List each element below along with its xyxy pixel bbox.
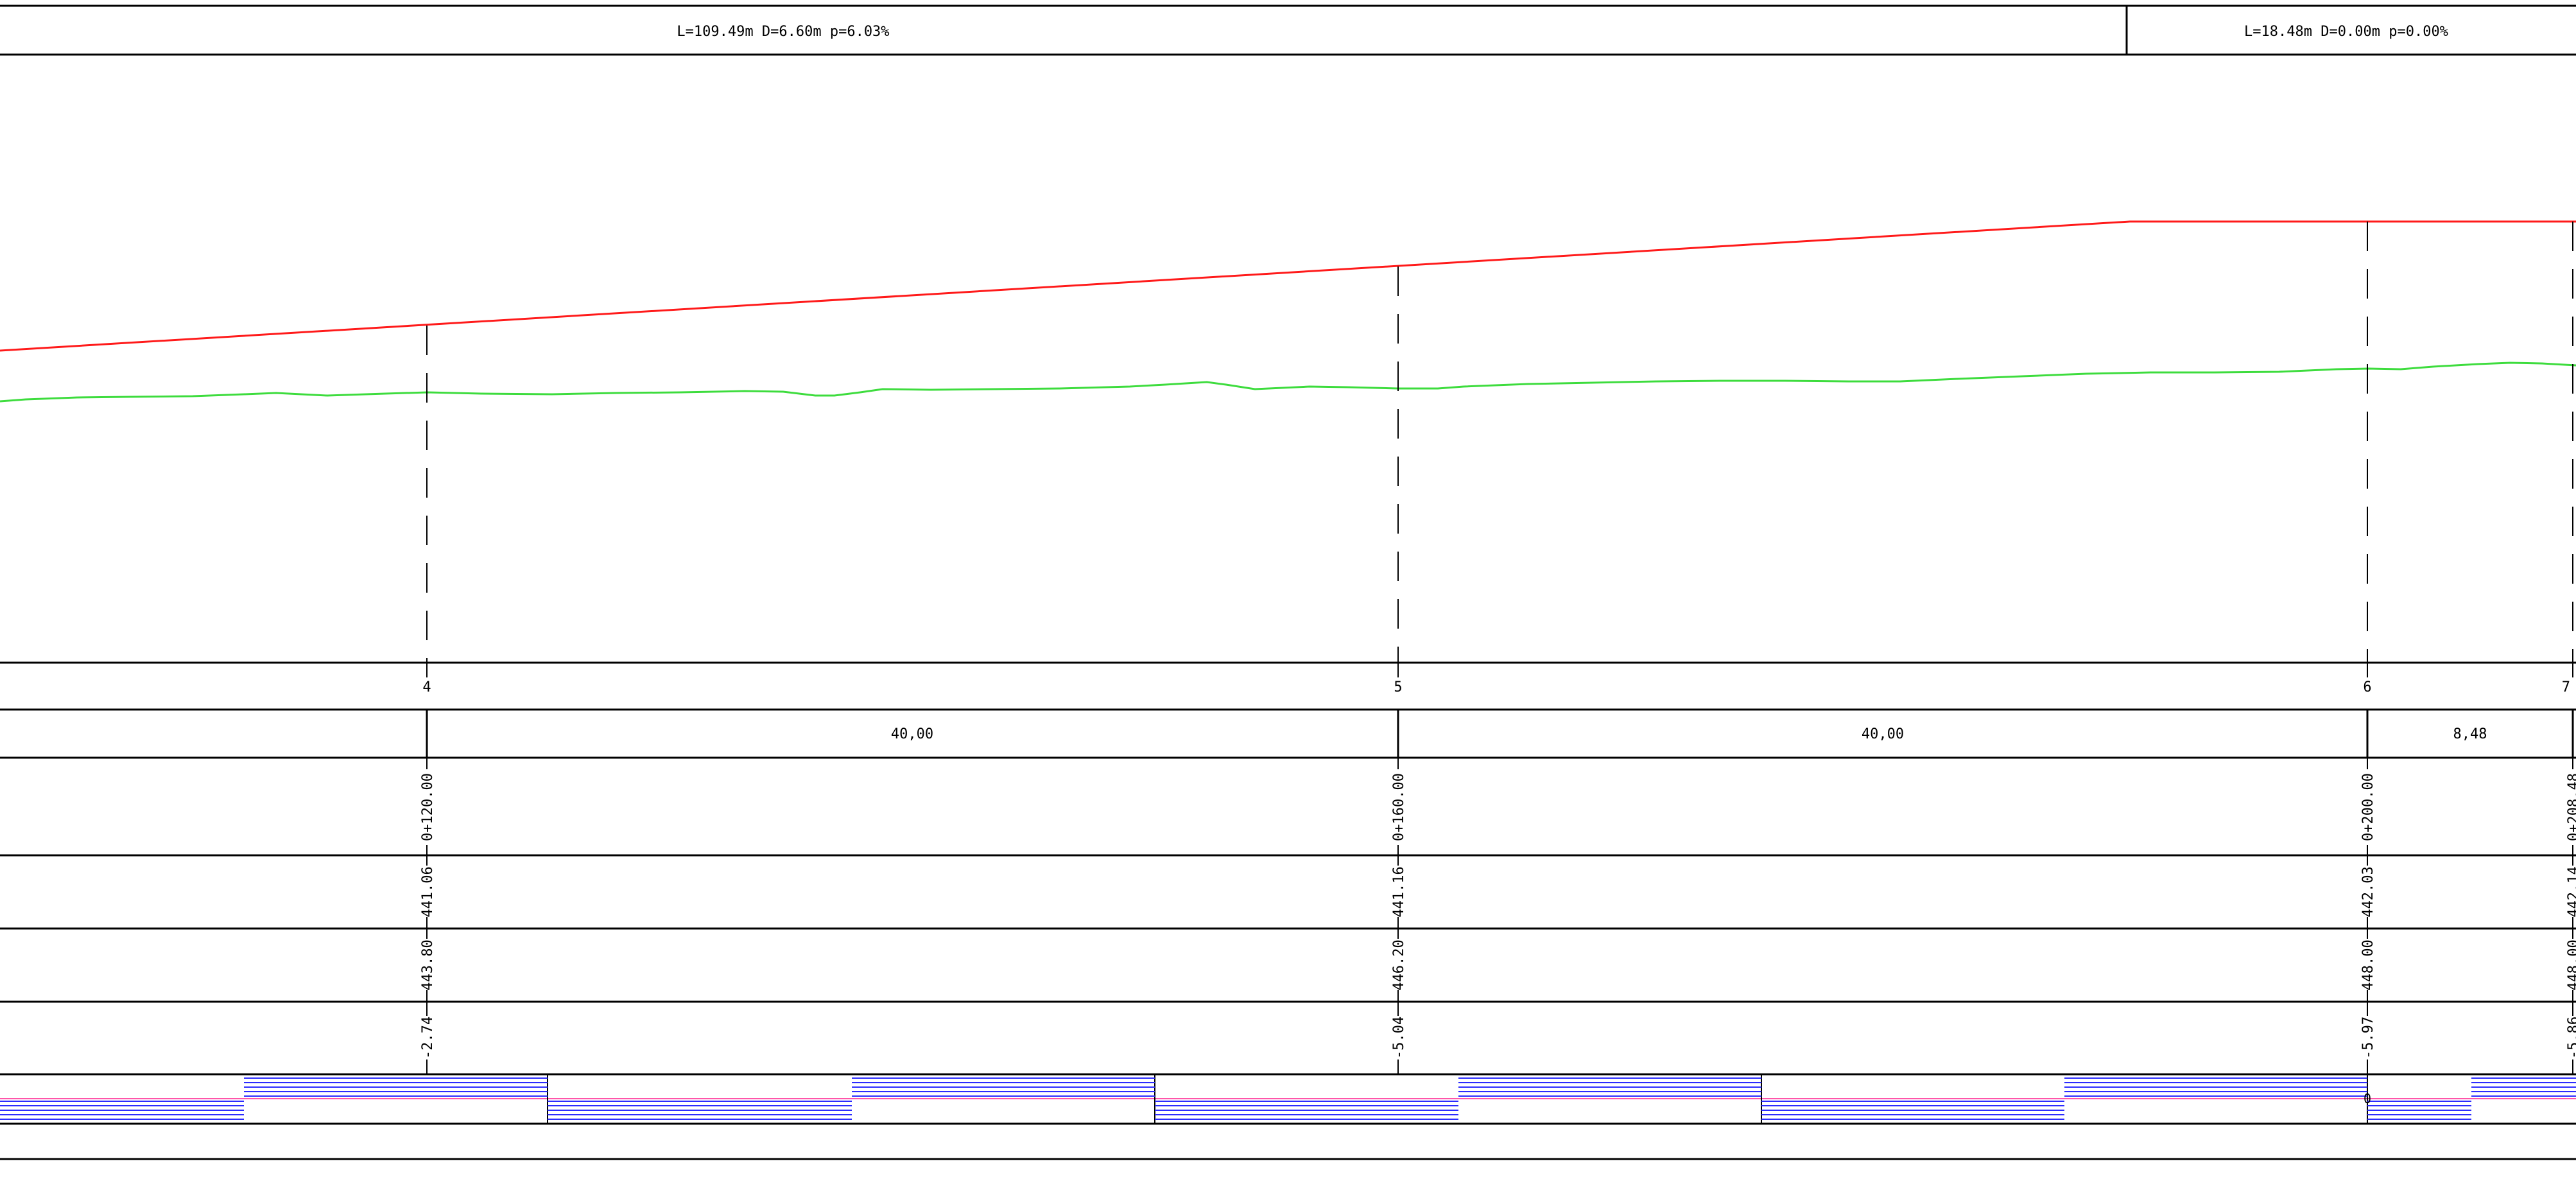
design-elevation: 448.00 [2566, 939, 2576, 990]
grade-segment-label-1: L=109.49m D=6.60m p=6.03% [677, 24, 889, 40]
terrain-elevation: 442.03 [2360, 866, 2376, 917]
cut-fill-depth: -5.97 [2360, 1016, 2376, 1059]
station-chainage: 0+200.00 [2360, 773, 2376, 841]
station-number: 5 [1394, 679, 1402, 695]
cut-fill-depth: -5.86 [2566, 1016, 2576, 1059]
design-elevation: 446.20 [1391, 939, 1407, 990]
curvature-hatch-blocks [0, 1077, 2576, 1120]
station-value-ticks [426, 758, 2573, 1074]
station-number: 6 [2363, 679, 2371, 695]
terrain-elevation: 441.16 [1391, 866, 1407, 917]
station-number: 4 [422, 679, 431, 695]
distance-value: 40,00 [1862, 726, 1904, 742]
terrain-line [0, 362, 2576, 403]
station-chainage: 0+208.48 [2566, 773, 2576, 841]
cut-fill-depth: -5.04 [1391, 1016, 1407, 1059]
distance-value: 8,48 [2453, 726, 2487, 742]
data-table-grid [0, 661, 2576, 1160]
station-number-row [426, 663, 2573, 677]
station-dashed-lines [426, 222, 2573, 663]
terrain-elevation: 442.14 [2566, 866, 2576, 917]
design-elevation: 448.00 [2360, 939, 2376, 990]
terrain-elevation: 441.06 [420, 866, 436, 917]
grade-segment-band [0, 4, 2576, 56]
station-number: 7 [2562, 679, 2570, 695]
curvature-band [0, 1074, 2576, 1124]
design-elevation: 443.80 [420, 939, 436, 990]
station-chainage: 0+120.00 [420, 773, 436, 841]
curvature-marker: 0 [2364, 1091, 2371, 1106]
design-grade-line [0, 220, 2576, 352]
cut-fill-depth: -2.74 [420, 1016, 436, 1059]
grade-segment-label-2: L=18.48m D=0.00m p=0.00% [2244, 24, 2448, 40]
station-chainage: 0+160.00 [1391, 773, 1407, 841]
distance-value: 40,00 [891, 726, 933, 742]
